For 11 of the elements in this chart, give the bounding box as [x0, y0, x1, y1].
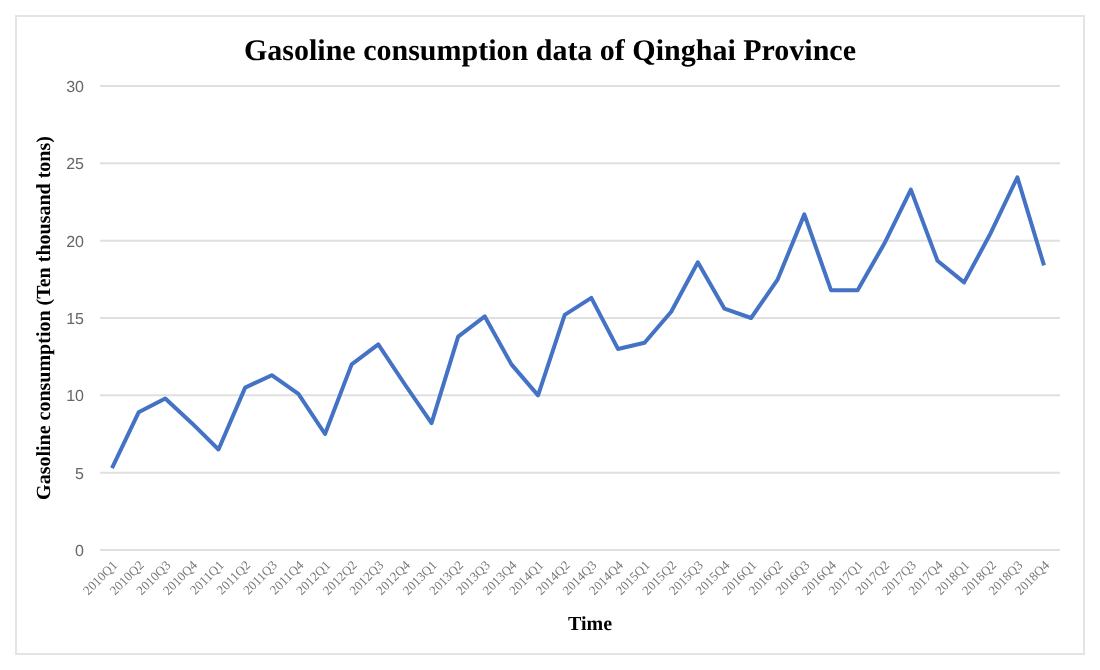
y-axis-title: Gasoline consumption (Ten thousand tons) — [34, 136, 56, 500]
y-tick-label: 20 — [66, 232, 86, 251]
line-series — [110, 175, 1046, 471]
y-tick-label: 5 — [75, 464, 86, 483]
y-tick-label: 25 — [66, 155, 86, 174]
y-tick-label: 10 — [66, 387, 86, 406]
x-axis-title: Time — [567, 614, 614, 636]
y-tick-label: 30 — [66, 78, 86, 96]
chart-title: Gasoline consumption data of Qinghai Province — [243, 36, 857, 68]
y-tick-label: 0 — [75, 542, 86, 560]
y-tick-label: 15 — [66, 310, 86, 328]
